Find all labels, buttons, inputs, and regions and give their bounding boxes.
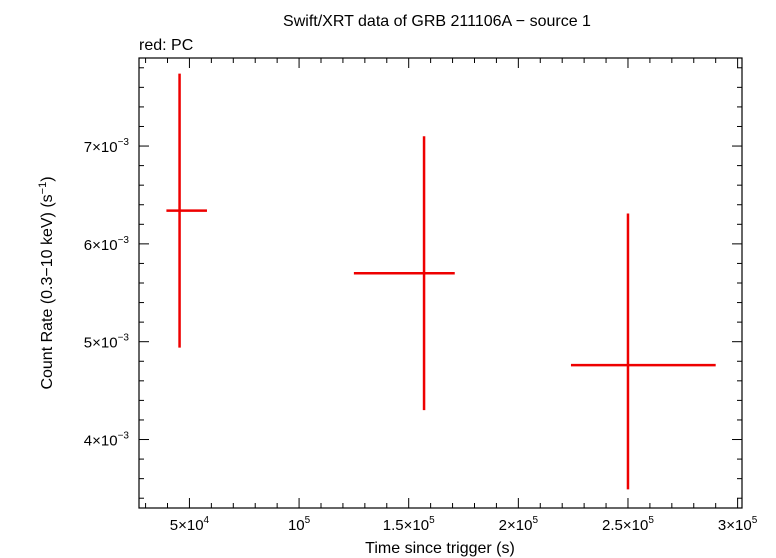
x-tick-label-mantissa: 10 — [288, 517, 305, 534]
x-tick-label-exponent: 5 — [305, 515, 311, 526]
y-axis-label-exponent: −1 — [37, 182, 49, 195]
y-tick-label-mantissa: 4×10 — [84, 433, 118, 450]
y-axis-label: Count Rate (0.3−10 keV) (s−1) — [37, 176, 56, 389]
x-tick-label-exponent: 5 — [752, 515, 758, 526]
x-tick-label-mantissa: 5×10 — [170, 517, 204, 534]
plot-frame — [138, 57, 743, 509]
x-tick-label-exponent: 5 — [429, 515, 435, 526]
x-tick-label-mantissa: 2×10 — [499, 517, 533, 534]
x-tick-label-exponent: 5 — [648, 515, 654, 526]
data-point — [353, 136, 455, 411]
x-tick-label: 2.5×105 — [602, 515, 654, 534]
y-tick-label: 5×10−3 — [84, 333, 130, 352]
x-tick-label: 105 — [288, 515, 311, 534]
data-points — [166, 73, 716, 490]
y-tick-label-exponent: −3 — [118, 235, 130, 246]
y-tick-label-exponent: −3 — [118, 137, 130, 148]
x-tick-label: 3×105 — [718, 515, 758, 534]
x-tick-label-exponent: 5 — [532, 515, 538, 526]
y-tick-label-mantissa: 5×10 — [84, 335, 118, 352]
chart-subtitle: red: PC — [139, 37, 193, 54]
y-axis-label-main: Count Rate (0.3−10 keV) (s — [39, 194, 56, 389]
x-axis-label: Time since trigger (s) — [365, 540, 515, 557]
x-tick-label-exponent: 4 — [204, 515, 210, 526]
y-tick-label-exponent: −3 — [118, 431, 130, 442]
y-tick-label-exponent: −3 — [118, 333, 130, 344]
y-tick-label: 7×10−3 — [84, 137, 130, 156]
x-tick-label: 5×104 — [170, 515, 210, 534]
x-tick-label-mantissa: 1.5×10 — [383, 517, 429, 534]
y-tick-label-mantissa: 7×10 — [84, 139, 118, 156]
x-tick-label-mantissa: 2.5×10 — [602, 517, 648, 534]
data-point — [166, 73, 207, 348]
axis-ticks: 5×104 105 1.5×105 2×105 2.5×105 3×1054×10−35×… — [84, 58, 758, 534]
y-tick-label: 4×10−3 — [84, 431, 130, 450]
x-tick-label: 1.5×105 — [383, 515, 435, 534]
x-tick-label-mantissa: 3×10 — [718, 517, 752, 534]
y-tick-label-mantissa: 6×10 — [84, 237, 118, 254]
chart-title: Swift/XRT data of GRB 211106A − source 1 — [283, 13, 591, 30]
data-point — [570, 213, 716, 490]
y-tick-label: 6×10−3 — [84, 235, 130, 254]
x-tick-label: 2×105 — [499, 515, 539, 534]
y-axis-label-close: ) — [39, 176, 56, 181]
